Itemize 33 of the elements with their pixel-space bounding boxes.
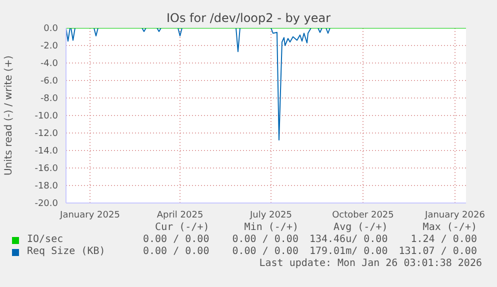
text: Min (-/+) — [243, 222, 298, 234]
y-tick-label: -18.0 — [34, 182, 58, 192]
text: 0.00 / 0.00 — [142, 246, 210, 258]
x-tick-label: October 2025 — [332, 210, 394, 220]
y-tick-label: -12.0 — [34, 129, 58, 140]
text: 134.46u/ 0.00 — [308, 234, 388, 246]
y-axis-title: Units read (-) / write (+) — [4, 55, 15, 176]
x-tick-label: April 2025 — [156, 210, 204, 220]
text: Last update: Mon Jan 26 03:01:38 2026 — [258, 258, 482, 270]
text: 179.01m/ 0.00 — [308, 246, 388, 258]
chart-title: IOs for /dev/loop2 - by year — [165, 11, 332, 25]
y-tick-label: -20.0 — [34, 199, 58, 210]
text: Avg (-/+) — [332, 222, 388, 234]
x-tick-label: January 2026 — [424, 210, 486, 220]
y-tick-label: -2.0 — [40, 42, 58, 52]
y-tick-label: -10.0 — [34, 112, 58, 122]
text: Max (-/+) — [422, 222, 477, 234]
y-tick-label: -16.0 — [34, 164, 58, 174]
y-tick-label: -14.0 — [34, 146, 58, 157]
legend-label: Req Size (KB) — [27, 246, 106, 258]
y-tick-label: -6.0 — [40, 76, 58, 87]
text: 0.00 / 0.00 — [231, 246, 298, 258]
text: 0.00 / 0.00 — [231, 234, 298, 246]
legend-label: IO/sec — [27, 234, 64, 246]
y-tick-label: 0.0 — [44, 24, 58, 34]
text: 1.24 / 0.00 — [410, 234, 477, 246]
y-tick-label: -8.0 — [40, 94, 58, 104]
x-tick-label: January 2025 — [59, 210, 120, 220]
x-tick-label: July 2025 — [249, 210, 292, 220]
y-tick-label: -4.0 — [40, 59, 58, 70]
text: 131.07 / 0.00 — [398, 246, 477, 258]
text: Cur (-/+) — [154, 222, 210, 234]
text: 0.00 / 0.00 — [142, 234, 210, 246]
